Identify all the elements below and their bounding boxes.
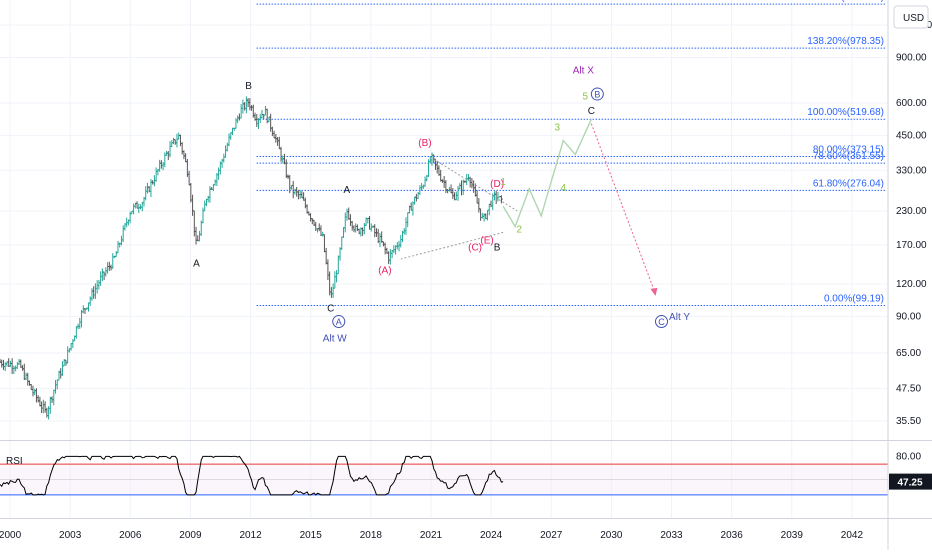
wave-label: C [588, 106, 595, 117]
triangle-upper-line [430, 157, 518, 212]
wave-label: Alt X [573, 66, 594, 77]
rsi-value-text: 47.25 [897, 478, 922, 489]
wave-label: A [193, 259, 200, 270]
x-tick-label: 2009 [179, 530, 202, 541]
wave-label-letter: C [658, 317, 665, 327]
wave-label: (B) [418, 138, 431, 149]
y-tick-label: 120.00 [896, 279, 927, 290]
x-tick-label: 2039 [781, 530, 804, 541]
wave-label: Alt W [323, 334, 347, 345]
y-tick-label: 450.00 [896, 130, 927, 141]
wave-label: (E) [480, 236, 493, 247]
circled-wave-label: B [590, 87, 604, 101]
wave-label: 5 [583, 91, 589, 102]
price-candles [0, 96, 503, 420]
x-tick-label: 2000 [0, 530, 22, 541]
x-tick-label: 2015 [300, 530, 323, 541]
x-tick-label: 2006 [119, 530, 142, 541]
triangle-lower-line [400, 231, 504, 260]
wave-label-circle [332, 315, 346, 329]
x-tick-label: 2018 [360, 530, 383, 541]
wave-label: C [327, 304, 334, 315]
fib-level-label: 0.00%(99.19) [824, 293, 884, 304]
currency-box[interactable] [893, 5, 929, 29]
rsi-pane: 80.00 47.25 [0, 451, 932, 496]
wave-label-circle [590, 87, 604, 101]
fib-level-label: 80.00%(373.15) [813, 144, 884, 155]
wave-label: 4 [560, 183, 566, 194]
x-tick-label: 2012 [239, 530, 262, 541]
rsi-axis-label: 80.00 [896, 451, 921, 462]
wave-label: (D) [490, 179, 504, 190]
x-tick-label: 2021 [420, 530, 443, 541]
fib-level-label: 78.60%(351.55) [813, 151, 884, 162]
wave-label: 1 [500, 177, 506, 188]
projected-wave-path [502, 118, 592, 229]
circled-wave-label: A [332, 315, 346, 329]
x-tick-label: 2030 [600, 530, 623, 541]
price-bar [499, 195, 503, 204]
x-tick-label: 2024 [480, 530, 503, 541]
y-tick-label: 47.50 [896, 383, 921, 394]
wave-label: B [494, 242, 501, 253]
wave-label: (C) [468, 242, 482, 253]
fib-level-label: 61.80%(276.04) [813, 178, 884, 189]
target-arrow-head [650, 287, 658, 296]
x-tick-label: 2042 [841, 530, 864, 541]
x-tick-label: 2027 [540, 530, 563, 541]
rsi-line [0, 455, 504, 496]
y-tick-label: 90.00 [896, 311, 921, 322]
y-tick-label: 170.00 [896, 240, 927, 251]
wave-label: B [245, 81, 252, 92]
circled-wave-label: C [654, 315, 668, 329]
x-tick-label: 2003 [59, 530, 82, 541]
fib-level-label: 100.00%(519.68) [807, 107, 884, 118]
projection-lines [400, 118, 658, 296]
x-tick-label: 2036 [721, 530, 744, 541]
x-tick-label: 2033 [660, 530, 683, 541]
rsi-label: RSI [6, 456, 23, 467]
y-tick-label: 330.00 [896, 165, 927, 176]
y-tick-label: 35.50 [896, 416, 921, 427]
y-tick-label: 600.00 [896, 98, 927, 109]
wave-label-letter: A [336, 317, 342, 327]
wave-label: 3 [554, 123, 560, 134]
wave-label: A [343, 185, 350, 196]
y-tick-label: 230.00 [896, 206, 927, 217]
fib-level-label: 138.20%(978.35) [807, 36, 884, 47]
rsi-value-badge [889, 473, 932, 490]
wave-label: Alt Y [669, 312, 690, 323]
y-tick-label: 65.00 [896, 348, 921, 359]
wave-label-circle [654, 315, 668, 329]
currency-label[interactable]: USD [903, 13, 924, 24]
wave-label-letter: B [594, 90, 600, 100]
y-tick-label: 900.00 [896, 52, 927, 63]
fibonacci-levels: 161.80%(1446.25) 138.20%(978.35) 100.00%(5… [256, 0, 886, 306]
grid-lines [0, 0, 888, 518]
wave-label: 2 [516, 224, 522, 235]
fib-level-label: 161.80%(1446.25) [802, 0, 884, 3]
wave-label: (A) [378, 265, 391, 276]
